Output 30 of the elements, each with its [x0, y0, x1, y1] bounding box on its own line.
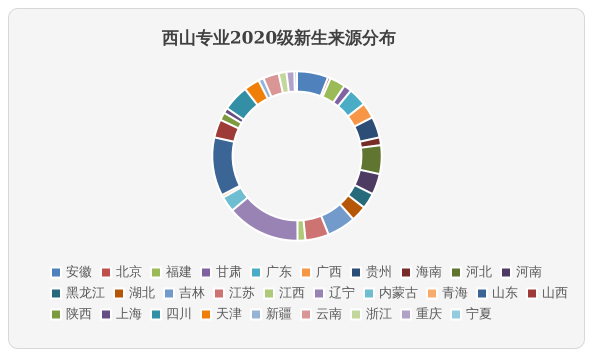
legend-label: 黑龙江: [66, 286, 105, 301]
legend-label: 新疆: [266, 307, 292, 322]
legend-label: 云南: [316, 307, 342, 322]
legend-label: 江西: [279, 286, 305, 301]
legend-label: 北京: [116, 265, 142, 280]
legend-label: 甘肃: [216, 265, 242, 280]
legend-label: 辽宁: [329, 285, 355, 301]
legend-label: 山西: [542, 286, 568, 301]
legend-label: 上海: [116, 307, 142, 322]
legend-label: 山东: [492, 286, 518, 301]
legend-label: 安徽: [66, 264, 92, 280]
legend-label: 河南: [516, 265, 542, 280]
legend-label: 江苏: [229, 286, 255, 301]
legend-label: 广东: [266, 265, 292, 280]
legend-label: 宁夏: [466, 306, 492, 322]
legend-label: 贵州: [366, 265, 392, 280]
legend-label: 天津: [216, 307, 242, 322]
legend-label: 四川: [166, 307, 192, 322]
legend-label: 内蒙古: [379, 286, 418, 301]
legend-label: 吉林: [179, 286, 205, 301]
legend-label: 福建: [166, 265, 192, 280]
legend-label: 河北: [466, 265, 492, 280]
legend-label: 陕西: [66, 307, 92, 322]
legend-label: 青海: [442, 286, 468, 301]
legend-label: 重庆: [416, 307, 442, 322]
legend-label: 广西: [316, 265, 342, 280]
chart-title: 西山专业2020级新生来源分布: [160, 28, 396, 48]
legend-label: 浙江: [366, 307, 392, 322]
legend-label: 海南: [416, 265, 442, 280]
legend-label: 湖北: [129, 286, 155, 301]
